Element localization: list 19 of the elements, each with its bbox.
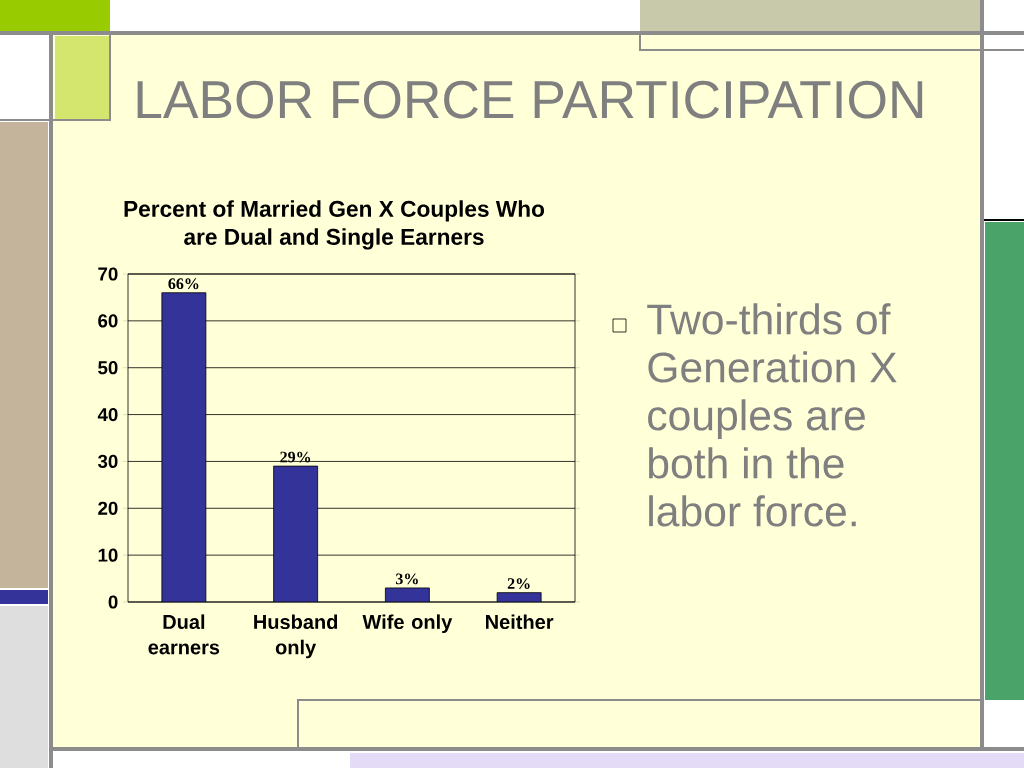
y-tick-label: 10 bbox=[98, 548, 118, 562]
y-tick-label: 50 bbox=[98, 361, 118, 375]
y-tick-label: 0 bbox=[108, 595, 118, 609]
chart-title: LABOR FORCE PARTICIPATION bbox=[137, 80, 923, 119]
x-tick-label: Wife only bbox=[362, 614, 453, 634]
chart-subtitle: Percent of Married Gen X Couples Who are Dual and Single Earners bbox=[124, 200, 545, 250]
data-label: 29% bbox=[280, 451, 311, 463]
y-tick-label: 20 bbox=[98, 501, 118, 515]
y-tick-label: 30 bbox=[97, 454, 118, 469]
data-label: 66% bbox=[168, 278, 199, 290]
y-tick-label: 40 bbox=[97, 407, 118, 422]
text: Two-thirds of Generation X couples are both in the labor force. bbox=[647, 303, 897, 527]
y-tick-label: 60 bbox=[98, 314, 118, 328]
data-label: 2% bbox=[507, 578, 530, 590]
data-label: 3% bbox=[395, 573, 418, 585]
x-tick-label: Dual earners bbox=[148, 614, 220, 655]
x-tick-label: Husband only bbox=[254, 614, 338, 659]
y-tick-label: 70 bbox=[98, 267, 118, 281]
x-tick-label: Neither bbox=[486, 614, 554, 630]
